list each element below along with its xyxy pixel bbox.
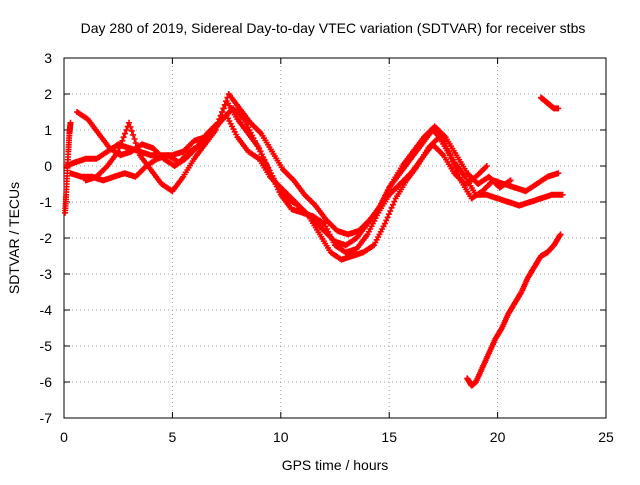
y-tick-label: -7: [40, 410, 53, 426]
y-tick-label: -1: [40, 194, 53, 210]
y-tick-label: -2: [40, 230, 53, 246]
y-tick-label: -3: [40, 266, 53, 282]
y-tick-label: 0: [44, 158, 52, 174]
x-tick-label: 25: [598, 429, 614, 445]
x-tick-label: 10: [273, 429, 289, 445]
y-tick-label: 1: [44, 122, 52, 138]
series-markers: [68, 105, 562, 262]
series-markers: [538, 95, 561, 112]
y-axis-label: SDTVAR / TECUs: [6, 182, 22, 294]
x-tick-label: 15: [381, 429, 397, 445]
y-tick-label: -5: [40, 338, 53, 354]
y-tick-label: -6: [40, 374, 53, 390]
chart-title: Day 280 of 2019, Sidereal Day-to-day VTE…: [81, 20, 586, 36]
data-marks: [62, 91, 565, 389]
series-track-f: [538, 95, 561, 112]
x-tick-label: 5: [169, 429, 177, 445]
y-tick-label: -4: [40, 302, 53, 318]
y-tick-label: 2: [44, 86, 52, 102]
x-tick-label: 0: [60, 429, 68, 445]
series-markers: [83, 98, 490, 255]
x-axis-label: GPS time / hours: [282, 457, 389, 473]
series-track-d: [83, 98, 490, 255]
x-tick-label: 20: [490, 429, 506, 445]
grid: [64, 58, 606, 418]
y-tick-label: 3: [44, 50, 52, 66]
series-track-b: [68, 105, 562, 262]
